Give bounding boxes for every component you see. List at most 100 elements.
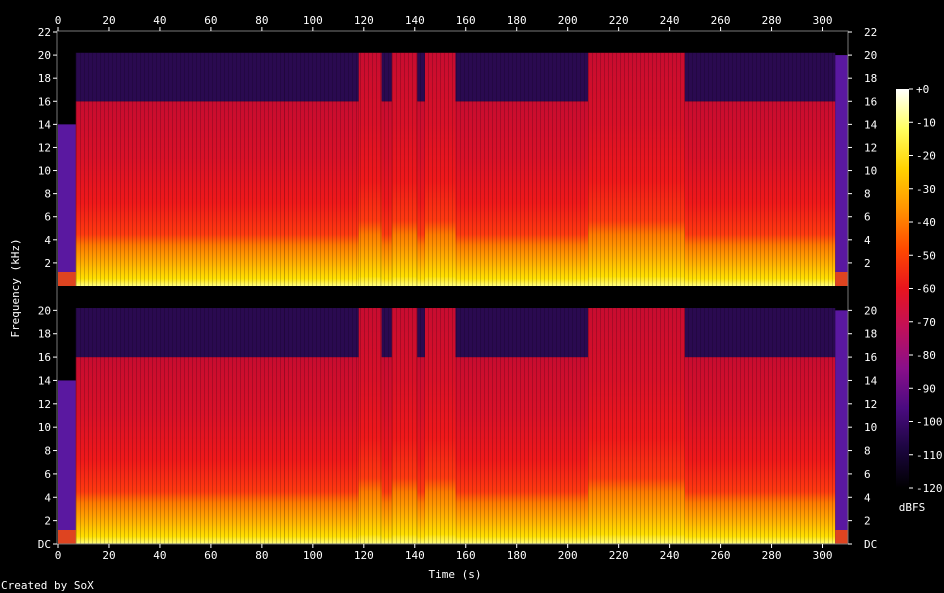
- x-tick-label: 200: [558, 549, 578, 562]
- spectrum-texture: [424, 52, 456, 287]
- y-tick-label: DC: [38, 538, 51, 551]
- x-tick-label: 220: [609, 14, 629, 27]
- y-tick-label: 16: [864, 351, 877, 364]
- x-tick-label: 20: [102, 549, 115, 562]
- y-tick-label: 8: [44, 445, 51, 458]
- y-tick-label: 12: [864, 141, 877, 154]
- x-tick-label: 160: [456, 549, 476, 562]
- y-tick-label: 12: [38, 398, 51, 411]
- y-tick-label: 20: [38, 49, 51, 62]
- y-tick-label: 18: [38, 328, 51, 341]
- x-tick-label: 0: [55, 549, 62, 562]
- spectrum-texture: [391, 308, 418, 544]
- x-axis-label: Time (s): [429, 568, 482, 581]
- x-tick-label: 280: [762, 14, 782, 27]
- x-tick-label: 240: [660, 14, 680, 27]
- hf-noise-texture: [684, 52, 836, 102]
- spectrum-texture: [424, 308, 456, 544]
- x-tick-label: 240: [660, 549, 680, 562]
- x-tick-label: 180: [507, 14, 527, 27]
- x-axis-top: 0 20 40 60 80 100 120 140 160 180 200 220 240 260 280 3…: [55, 14, 832, 31]
- y-tick-label: 6: [864, 468, 871, 481]
- x-tick-label: 120: [354, 14, 374, 27]
- spectrum-segment: [835, 310, 848, 544]
- y-tick-label: 20: [864, 304, 877, 317]
- y-tick-label: 14: [38, 118, 52, 131]
- x-tick-label: 100: [303, 549, 323, 562]
- x-tick-label: 260: [711, 549, 731, 562]
- y-tick-label: 22: [38, 26, 51, 39]
- colorbar-tick-label: -70: [916, 316, 936, 329]
- spectrum-texture: [684, 357, 836, 544]
- colorbar-tick-label: -40: [916, 216, 936, 229]
- colorbar-tick-label: -10: [916, 116, 936, 129]
- x-tick-label: 220: [609, 549, 629, 562]
- spectrum-segment: [58, 124, 76, 286]
- footer-credit: Created by SoX: [1, 579, 94, 592]
- spectrum-texture: [358, 52, 382, 287]
- x-tick-label: 100: [303, 14, 323, 27]
- colorbar-tick-label: -120: [916, 482, 943, 495]
- x-tick-label: 40: [153, 549, 166, 562]
- spectrum-texture: [284, 101, 359, 286]
- colorbar-tick-label: -100: [916, 416, 943, 429]
- y-tick-label: 20: [38, 304, 51, 317]
- spectrum-texture: [381, 101, 392, 286]
- y-tick-label: 20: [864, 49, 877, 62]
- plot-frame: [56, 30, 849, 545]
- y-tick-label: 14: [864, 118, 878, 131]
- colorbar-ticks: +0 -10 -20 -30 -40 -50 -60 -70 -80 -90 -100 -110 -12…: [909, 83, 943, 495]
- spectrum-texture: [284, 357, 359, 544]
- y-tick-label: 2: [44, 515, 51, 528]
- colorbar-tick-label: -60: [916, 283, 936, 296]
- spectrum-texture: [455, 101, 589, 286]
- spectrum-low-band: [835, 272, 848, 286]
- y-tick-label: 6: [44, 211, 51, 224]
- hf-noise-texture: [684, 308, 836, 358]
- y-tick-label: 2: [864, 515, 871, 528]
- colorbar-tick-label: -110: [916, 449, 943, 462]
- x-tick-label: 140: [405, 549, 425, 562]
- y-tick-label: 6: [864, 211, 871, 224]
- x-axis-bottom: 0 20 40 60 80 100 120 140 160 180 200 220 240 260 280 3…: [55, 544, 832, 562]
- y-axis-left: 2 4 6 8 10 12 14 16 18 20 22 DC 2 4 6 8 10 12 14 16 18 20: [38, 26, 57, 551]
- y-tick-label: 18: [864, 328, 877, 341]
- y-tick-label: 10: [864, 421, 877, 434]
- x-tick-label: 40: [153, 14, 166, 27]
- x-tick-label: 260: [711, 14, 731, 27]
- colorbar-tick-label: -90: [916, 382, 936, 395]
- x-tick-label: 180: [507, 549, 527, 562]
- y-tick-label: 16: [38, 95, 51, 108]
- spectrum-texture: [588, 308, 685, 544]
- x-tick-label: 160: [456, 14, 476, 27]
- spectrum-low-band: [835, 530, 848, 544]
- channel-2-spectrogram: [58, 308, 848, 544]
- y-tick-label: 10: [864, 165, 877, 178]
- y-tick-label: 12: [38, 141, 51, 154]
- channel-1-spectrogram: [58, 52, 848, 287]
- y-tick-label: 4: [864, 234, 871, 247]
- hf-noise-texture: [75, 308, 285, 358]
- x-tick-label: 120: [354, 549, 374, 562]
- y-tick-label: 16: [38, 351, 51, 364]
- y-tick-label: 4: [44, 491, 51, 504]
- spectrum-texture: [684, 101, 836, 286]
- hf-noise-texture: [455, 52, 589, 102]
- x-tick-label: 60: [204, 549, 217, 562]
- hf-noise-texture: [284, 308, 359, 358]
- y-tick-label: 4: [44, 234, 51, 247]
- colorbar-tick-label: -50: [916, 249, 936, 262]
- hf-noise-texture: [417, 52, 425, 102]
- spectrum-texture: [391, 52, 418, 287]
- spectrum-texture: [417, 101, 425, 286]
- x-tick-label: 200: [558, 14, 578, 27]
- colorbar-tick-label: -20: [916, 150, 936, 163]
- y-tick-label: 12: [864, 398, 877, 411]
- hf-noise-texture: [284, 52, 359, 102]
- spectrum-texture: [75, 357, 285, 544]
- y-tick-label: 2: [864, 257, 871, 270]
- hf-noise-texture: [381, 52, 392, 102]
- y-tick-label: 8: [864, 188, 871, 201]
- x-tick-label: 140: [405, 14, 425, 27]
